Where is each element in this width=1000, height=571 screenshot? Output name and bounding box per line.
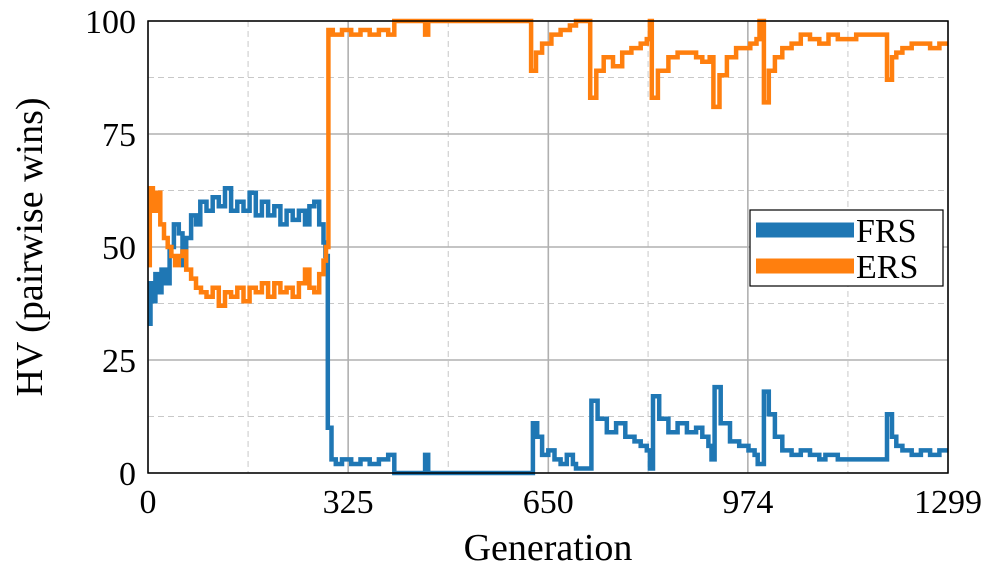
- x-axis-title: Generation: [464, 527, 633, 569]
- y-tick-label: 0: [119, 456, 136, 493]
- series-line-ers: [147, 18, 948, 309]
- series-line-frs: [148, 185, 948, 476]
- x-tick-label: 650: [523, 484, 574, 521]
- y-tick-label: 75: [102, 117, 136, 154]
- plot-frame: [147, 20, 949, 474]
- series-layer: [147, 18, 948, 476]
- y-tick-label: 25: [102, 343, 136, 380]
- y-tick-label: 100: [85, 4, 136, 41]
- x-tick-label: 974: [722, 484, 773, 521]
- legend-label-frs: FRS: [856, 213, 917, 250]
- tick-layer: 0 25 50 75 100 0 325 650 974 1299: [85, 4, 982, 521]
- x-tick-label: 1299: [914, 484, 982, 521]
- y-axis-title: HV (pairwise wins): [9, 97, 51, 396]
- y-tick-label: 50: [102, 230, 136, 267]
- x-tick-label: 325: [323, 484, 374, 521]
- legend-label-ers: ERS: [856, 249, 918, 286]
- x-tick-label: 0: [140, 484, 157, 521]
